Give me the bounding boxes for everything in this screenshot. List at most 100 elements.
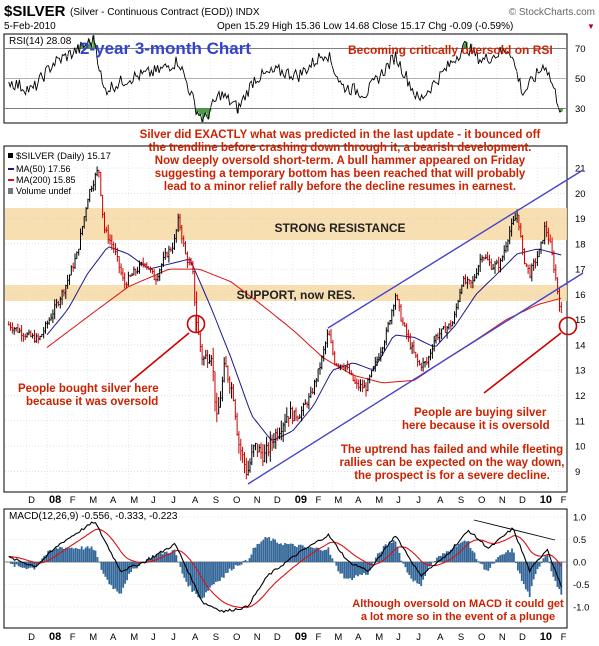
pointer-left: [129, 332, 190, 383]
note-left-line-2: because it was oversold: [26, 396, 158, 408]
month-label-bottom: D: [519, 632, 526, 643]
macd-histogram-bar: [100, 562, 103, 570]
month-label-top: J: [151, 495, 156, 506]
macd-histogram-bar: [173, 549, 176, 562]
macd-histogram-bar: [230, 562, 233, 571]
macd-histogram-bar: [542, 558, 545, 562]
macd-histogram-bar: [72, 548, 75, 562]
macd-histogram-bar: [461, 541, 464, 562]
month-label-bottom: 10: [540, 631, 552, 643]
legend-price: $SILVER (Daily) 15.17: [16, 151, 111, 162]
oversold-circle-right: [558, 316, 578, 336]
macd-histogram-bar: [532, 562, 535, 580]
macd-histogram-bar: [217, 562, 219, 582]
macd-tick-label: 1.0: [573, 513, 586, 524]
macd-histogram-bar: [47, 550, 50, 562]
macd-histogram-bar: [138, 562, 140, 567]
month-label-top: 09: [295, 494, 307, 506]
macd-histogram-bar: [238, 562, 241, 566]
macd-histogram-bar: [495, 559, 498, 562]
macd-histogram-bar: [21, 562, 24, 568]
macd-histogram-bar: [211, 562, 213, 586]
macd-histogram-bar: [404, 562, 407, 568]
macd-histogram-bar: [323, 549, 326, 562]
macd-histogram-bar: [345, 562, 348, 579]
macd-histogram-bar: [17, 562, 20, 567]
rsi-grid: [5, 48, 566, 109]
macd-histogram-bar: [497, 557, 499, 562]
month-label-bottom: A: [437, 632, 444, 643]
commentary-line-5: lead to a minor relief rally before the …: [164, 181, 516, 193]
month-label-bottom: M: [334, 632, 342, 643]
macd-histogram-bar: [558, 562, 561, 590]
macd-histogram-bar: [517, 562, 519, 571]
macd-histogram-bar: [116, 562, 119, 592]
price-tick-label: 15: [575, 315, 586, 326]
macd-histogram-bar: [307, 547, 310, 562]
macd-histogram-bar: [445, 551, 448, 562]
macd-histogram-bar: [114, 562, 117, 589]
macd-histogram-bar: [82, 549, 85, 562]
month-label-top: S: [213, 495, 219, 506]
macd-histogram-bar: [153, 556, 156, 562]
macd-tick-label: 0.5: [573, 535, 586, 546]
macd-histogram-bar: [209, 562, 211, 588]
macd-histogram-bar: [436, 557, 438, 562]
macd-histogram-bar: [92, 549, 95, 562]
macd-histogram-bar: [311, 547, 314, 562]
macd-histogram-bar: [447, 551, 450, 562]
macd-panel: 1.0 0.5 0.0 -0.5 -1.0 MACD(12,26,9) -0.556, …: [3, 508, 589, 629]
macd-histogram-bar: [122, 562, 125, 588]
macd-histogram-bar: [264, 537, 267, 562]
macd-histogram-bar: [86, 546, 89, 562]
rsi-tick-label: 30: [575, 104, 586, 115]
macd-histogram-bar: [252, 548, 255, 562]
macd-histogram-bar: [325, 549, 328, 562]
macd-histogram-bar: [380, 551, 383, 562]
macd-histogram-bar: [250, 554, 253, 562]
macd-histogram-bar: [465, 541, 468, 562]
rsi-panel: 70 50 30 RSI(14) 28.08 Becoming critically…: [3, 33, 586, 124]
macd-histogram-bar: [278, 543, 280, 562]
macd-histogram-bar: [181, 562, 184, 574]
macd-histogram-bar: [505, 552, 507, 562]
macd-histogram-bar: [469, 548, 472, 562]
price-legend: $SILVER (Daily) 15.17 MA(50) 17.56 MA(20…: [8, 151, 111, 196]
channel-lower-line: [247, 272, 584, 485]
macd-histogram-bar: [61, 547, 63, 562]
month-label-bottom: N: [254, 632, 261, 643]
macd-histogram-bar: [65, 547, 67, 562]
price-panel: 21 20 19 18 17 16 15 14 13 12 11 10 9 STRONG RESISTA…: [3, 35, 586, 627]
macd-histogram-bar: [451, 548, 454, 562]
chart-date: 5-Feb-2010: [4, 21, 56, 32]
price-tick-label: 18: [575, 239, 586, 250]
macd-histogram-bar: [313, 548, 316, 562]
legend-swatch-volume: [8, 188, 13, 194]
macd-histogram-bar: [219, 562, 221, 581]
price-tick-label: 12: [575, 391, 586, 402]
rsi-tick-label: 70: [575, 44, 586, 55]
macd-histogram-bar: [530, 562, 533, 587]
macd-histogram-bar: [49, 549, 51, 562]
macd-histogram-bar: [369, 562, 371, 571]
macd-histogram-bar: [70, 547, 73, 562]
macd-histogram-bar: [199, 562, 201, 599]
month-label-top: J: [416, 495, 421, 506]
month-label-top: A: [192, 495, 199, 506]
macd-histogram-bar: [538, 562, 541, 567]
price-tick-label: 21: [575, 164, 586, 175]
macd-signal-line: [8, 528, 562, 609]
month-label-bottom: O: [233, 632, 240, 643]
macd-histogram-bar: [189, 562, 192, 586]
macd-histogram-bar: [501, 554, 503, 562]
month-label-bottom: J: [151, 632, 156, 643]
macd-histogram-bar: [240, 562, 243, 565]
macd-histogram-bar: [215, 562, 217, 582]
macd-histogram-bar: [524, 562, 527, 590]
month-label-bottom: M: [89, 632, 97, 643]
macd-histogram-bar: [226, 562, 229, 573]
month-label-top: A: [355, 495, 362, 506]
macd-histogram-bar: [398, 552, 401, 562]
macd-histogram-bar: [335, 562, 338, 566]
